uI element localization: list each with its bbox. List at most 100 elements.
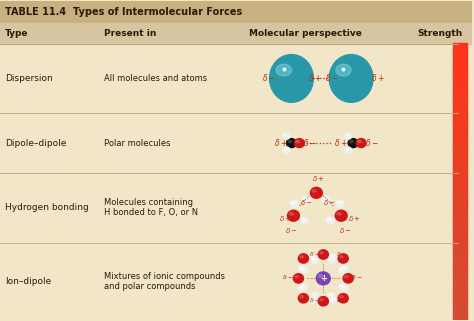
Ellipse shape (291, 200, 299, 207)
Bar (453, 216, 466, 219)
Bar (453, 253, 466, 256)
Bar (453, 273, 466, 276)
Bar (453, 279, 466, 282)
Ellipse shape (298, 294, 309, 303)
Text: $\delta+$: $\delta+$ (348, 214, 361, 223)
Ellipse shape (339, 267, 346, 273)
Text: Mixtures of ionic compounds
and polar compounds: Mixtures of ionic compounds and polar co… (104, 272, 226, 291)
Ellipse shape (312, 189, 316, 192)
Ellipse shape (322, 196, 330, 203)
Bar (453, 82, 466, 84)
Ellipse shape (343, 267, 345, 268)
Bar (453, 91, 466, 93)
Ellipse shape (329, 55, 373, 102)
Text: Molecular perspective: Molecular perspective (249, 29, 362, 38)
Bar (453, 204, 466, 206)
Bar (453, 220, 466, 222)
Text: $\delta+$: $\delta+$ (309, 72, 322, 83)
Bar (453, 226, 466, 228)
Ellipse shape (336, 200, 344, 207)
Bar (453, 69, 466, 71)
Bar (453, 251, 466, 254)
Bar (453, 233, 466, 235)
Bar (453, 146, 466, 149)
Bar (453, 141, 466, 143)
Text: $\delta-$: $\delta-$ (310, 296, 321, 304)
Bar (453, 60, 466, 62)
Bar (453, 58, 466, 60)
Bar (453, 87, 466, 90)
Bar (453, 137, 466, 140)
Bar (0, 1, 472, 23)
Ellipse shape (302, 268, 304, 270)
Text: $\delta-$: $\delta-$ (339, 226, 352, 235)
Bar (453, 285, 466, 287)
Ellipse shape (300, 256, 303, 258)
Bar (453, 244, 466, 247)
Ellipse shape (295, 276, 299, 278)
Bar (453, 207, 466, 210)
Ellipse shape (318, 250, 328, 259)
Bar (453, 154, 466, 156)
Text: Present in: Present in (104, 29, 157, 38)
Ellipse shape (301, 284, 308, 290)
Text: Dipole–dipole: Dipole–dipole (5, 139, 66, 148)
Bar (453, 257, 466, 259)
Bar (453, 62, 466, 64)
Bar (453, 196, 466, 198)
Bar (453, 156, 466, 158)
Ellipse shape (343, 274, 353, 283)
Bar (453, 178, 466, 180)
Bar (453, 172, 466, 175)
Bar (453, 128, 466, 130)
Text: $\delta+$: $\delta+$ (334, 137, 348, 148)
Bar (453, 305, 466, 307)
Text: Polar molecules: Polar molecules (104, 139, 171, 148)
Ellipse shape (337, 213, 341, 215)
Ellipse shape (330, 297, 337, 303)
Ellipse shape (288, 140, 292, 143)
Ellipse shape (320, 252, 323, 254)
Text: $\delta-$: $\delta-$ (325, 72, 339, 83)
Bar (453, 71, 466, 73)
Ellipse shape (302, 196, 310, 203)
Ellipse shape (340, 285, 342, 286)
Text: TABLE 11.4  Types of Intermolecular Forces: TABLE 11.4 Types of Intermolecular Force… (5, 7, 242, 17)
Bar (453, 99, 466, 101)
Bar (453, 78, 466, 81)
Text: $\delta-$: $\delta-$ (351, 273, 363, 282)
Ellipse shape (311, 257, 319, 263)
Ellipse shape (328, 219, 330, 221)
Bar (453, 124, 466, 126)
Text: $\delta-$: $\delta-$ (310, 249, 321, 257)
Bar (453, 161, 466, 163)
Ellipse shape (304, 198, 307, 199)
Bar (453, 308, 466, 311)
Ellipse shape (342, 285, 348, 291)
Ellipse shape (276, 64, 292, 76)
Bar (453, 242, 466, 245)
Bar (453, 240, 466, 243)
Ellipse shape (284, 134, 286, 136)
Bar (453, 263, 466, 265)
Bar (453, 148, 466, 151)
Text: Hydrogen bonding: Hydrogen bonding (5, 203, 89, 212)
Bar (453, 185, 466, 187)
Bar (453, 165, 466, 167)
Bar (453, 303, 466, 305)
Ellipse shape (350, 140, 353, 143)
Ellipse shape (346, 148, 348, 150)
Bar (453, 191, 466, 193)
Ellipse shape (318, 297, 328, 306)
Bar (453, 218, 466, 221)
Bar (453, 93, 466, 95)
Bar (453, 65, 466, 68)
Ellipse shape (342, 265, 348, 272)
Bar (453, 100, 466, 103)
Bar (453, 144, 466, 147)
Bar (453, 108, 466, 110)
Bar (453, 211, 466, 213)
Bar (453, 111, 466, 114)
Bar (453, 246, 466, 248)
Bar (453, 231, 466, 233)
